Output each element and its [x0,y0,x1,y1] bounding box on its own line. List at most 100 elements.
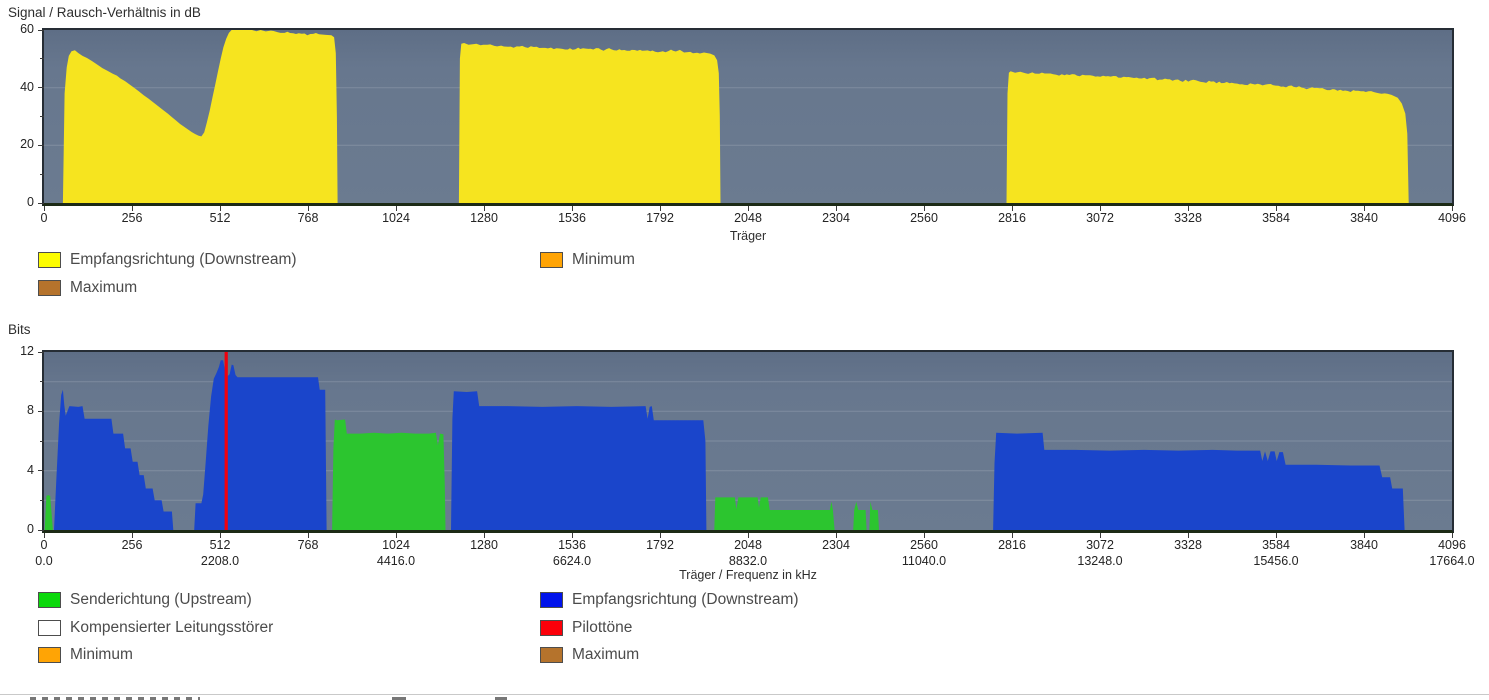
y-tick-label: 60 [20,22,34,36]
x-tick [1011,533,1013,538]
legend-label: Senderichtung (Upstream) [70,591,252,608]
snr-area-chart [44,30,1452,203]
x-tick [307,533,309,538]
x-tick-label: 256 [121,538,143,552]
x-freq-label: 2208.0 [200,554,240,568]
x-tick-label: 256 [121,211,143,225]
x-tick [1363,533,1365,538]
x-tick-label: 3072 [1086,211,1114,225]
legend-item: Senderichtung (Upstream) [38,590,252,610]
x-tick-label: 3328 [1174,538,1202,552]
x-tick-label: 3584 [1262,538,1290,552]
area-band-Senderichtung (Upstream) [869,501,879,530]
x-tick-label: 2048 [734,211,762,225]
cropped-next-section-text [495,697,507,700]
x-tick [659,533,661,538]
x-tick [747,206,749,211]
legend-label: Kompensierter Leitungsstörer [70,618,274,636]
x-tick-label: 1536 [558,538,586,552]
snr-plot-area [42,28,1454,206]
x-tick-label: 3072 [1086,538,1114,552]
x-tick [1011,206,1013,211]
x-tick [43,206,45,211]
x-tick [835,533,837,538]
x-freq-label: 13248.0 [1077,554,1123,568]
x-tick-label: 1792 [646,538,674,552]
y-tick-label: 0 [27,522,34,536]
x-tick [131,206,133,211]
legend-item: Kompensierter Leitungsstörer [38,618,273,638]
x-tick [1275,206,1277,211]
x-tick-label: 512 [209,211,231,225]
y-tick [38,29,44,31]
x-tick [659,206,661,211]
x-tick-label: 2560 [910,211,938,225]
area-band-Empfangsrichtung (Downstream) [1006,71,1409,203]
legend-swatch [38,619,61,636]
legend-swatch [540,619,563,636]
x-tick [1187,533,1189,538]
y-minor-tick [40,440,44,442]
legend-swatch [540,592,563,608]
x-tick [747,533,749,538]
x-tick [483,533,485,538]
x-tick [1363,206,1365,211]
legend-swatch [38,279,61,296]
area-band-Empfangsrichtung (Downstream) [458,43,721,203]
legend-item: Minimum [38,645,133,665]
x-tick [131,533,133,538]
legend-swatch [38,592,61,608]
x-tick [307,206,309,211]
x-tick-label: 1024 [382,211,410,225]
x-tick-label: 512 [209,538,231,552]
legend-label: Empfangsrichtung (Downstream) [70,251,297,268]
x-freq-label: 15456.0 [1253,554,1299,568]
area-band-Empfangsrichtung (Downstream) [54,389,174,530]
x-tick-label: 2304 [822,538,850,552]
pilot-tone-line [224,352,228,530]
x-tick-label: 3840 [1350,538,1378,552]
x-tick [1187,206,1189,211]
y-minor-tick [40,116,44,117]
legend-item: Empfangsrichtung (Downstream) [540,590,799,610]
area-band-Empfangsrichtung (Downstream) [194,360,327,530]
y-tick-label: 0 [27,195,34,209]
y-minor-tick [40,58,44,60]
legend-swatch [540,252,563,268]
x-tick [923,206,925,211]
legend-swatch [38,252,61,268]
bits-chart-title: Bits [8,322,31,337]
x-tick [835,206,837,211]
y-tick [38,351,44,353]
y-minor-tick [40,173,44,175]
x-freq-label: 17664.0 [1429,554,1475,568]
y-tick-label: 4 [27,462,34,477]
x-freq-label: 11040.0 [901,554,947,568]
x-tick [1099,533,1101,538]
x-tick-label: 4096 [1438,211,1466,225]
y-tick-label: 12 [20,344,34,358]
bits-xaxis-title: Träger / Frequenz in kHz [679,568,817,582]
y-minor-tick [40,499,44,501]
x-freq-label: 0.0 [35,554,53,568]
legend-item: Maximum [38,278,137,298]
x-freq-label: 8832.0 [728,554,768,568]
legend-label: Minimum [70,646,133,663]
x-tick-label: 1536 [558,211,586,225]
x-tick [923,533,925,538]
legend-swatch [540,647,563,663]
y-tick [38,410,44,412]
area-band-Senderichtung (Upstream) [853,501,867,530]
legend-item: Empfangsrichtung (Downstream) [38,250,297,270]
area-band-Empfangsrichtung (Downstream) [993,432,1405,530]
x-tick [1275,533,1277,538]
legend-label: Maximum [572,646,640,663]
x-freq-label: 4416.0 [376,554,416,568]
legend-label: Pilottöne [572,618,633,636]
area-band-Senderichtung (Upstream) [332,419,446,530]
x-tick [219,206,221,211]
area-band-Empfangsrichtung (Downstream) [451,391,707,530]
bits-area-chart [44,352,1452,530]
x-tick [1099,206,1101,211]
y-tick-label: 8 [27,403,34,418]
